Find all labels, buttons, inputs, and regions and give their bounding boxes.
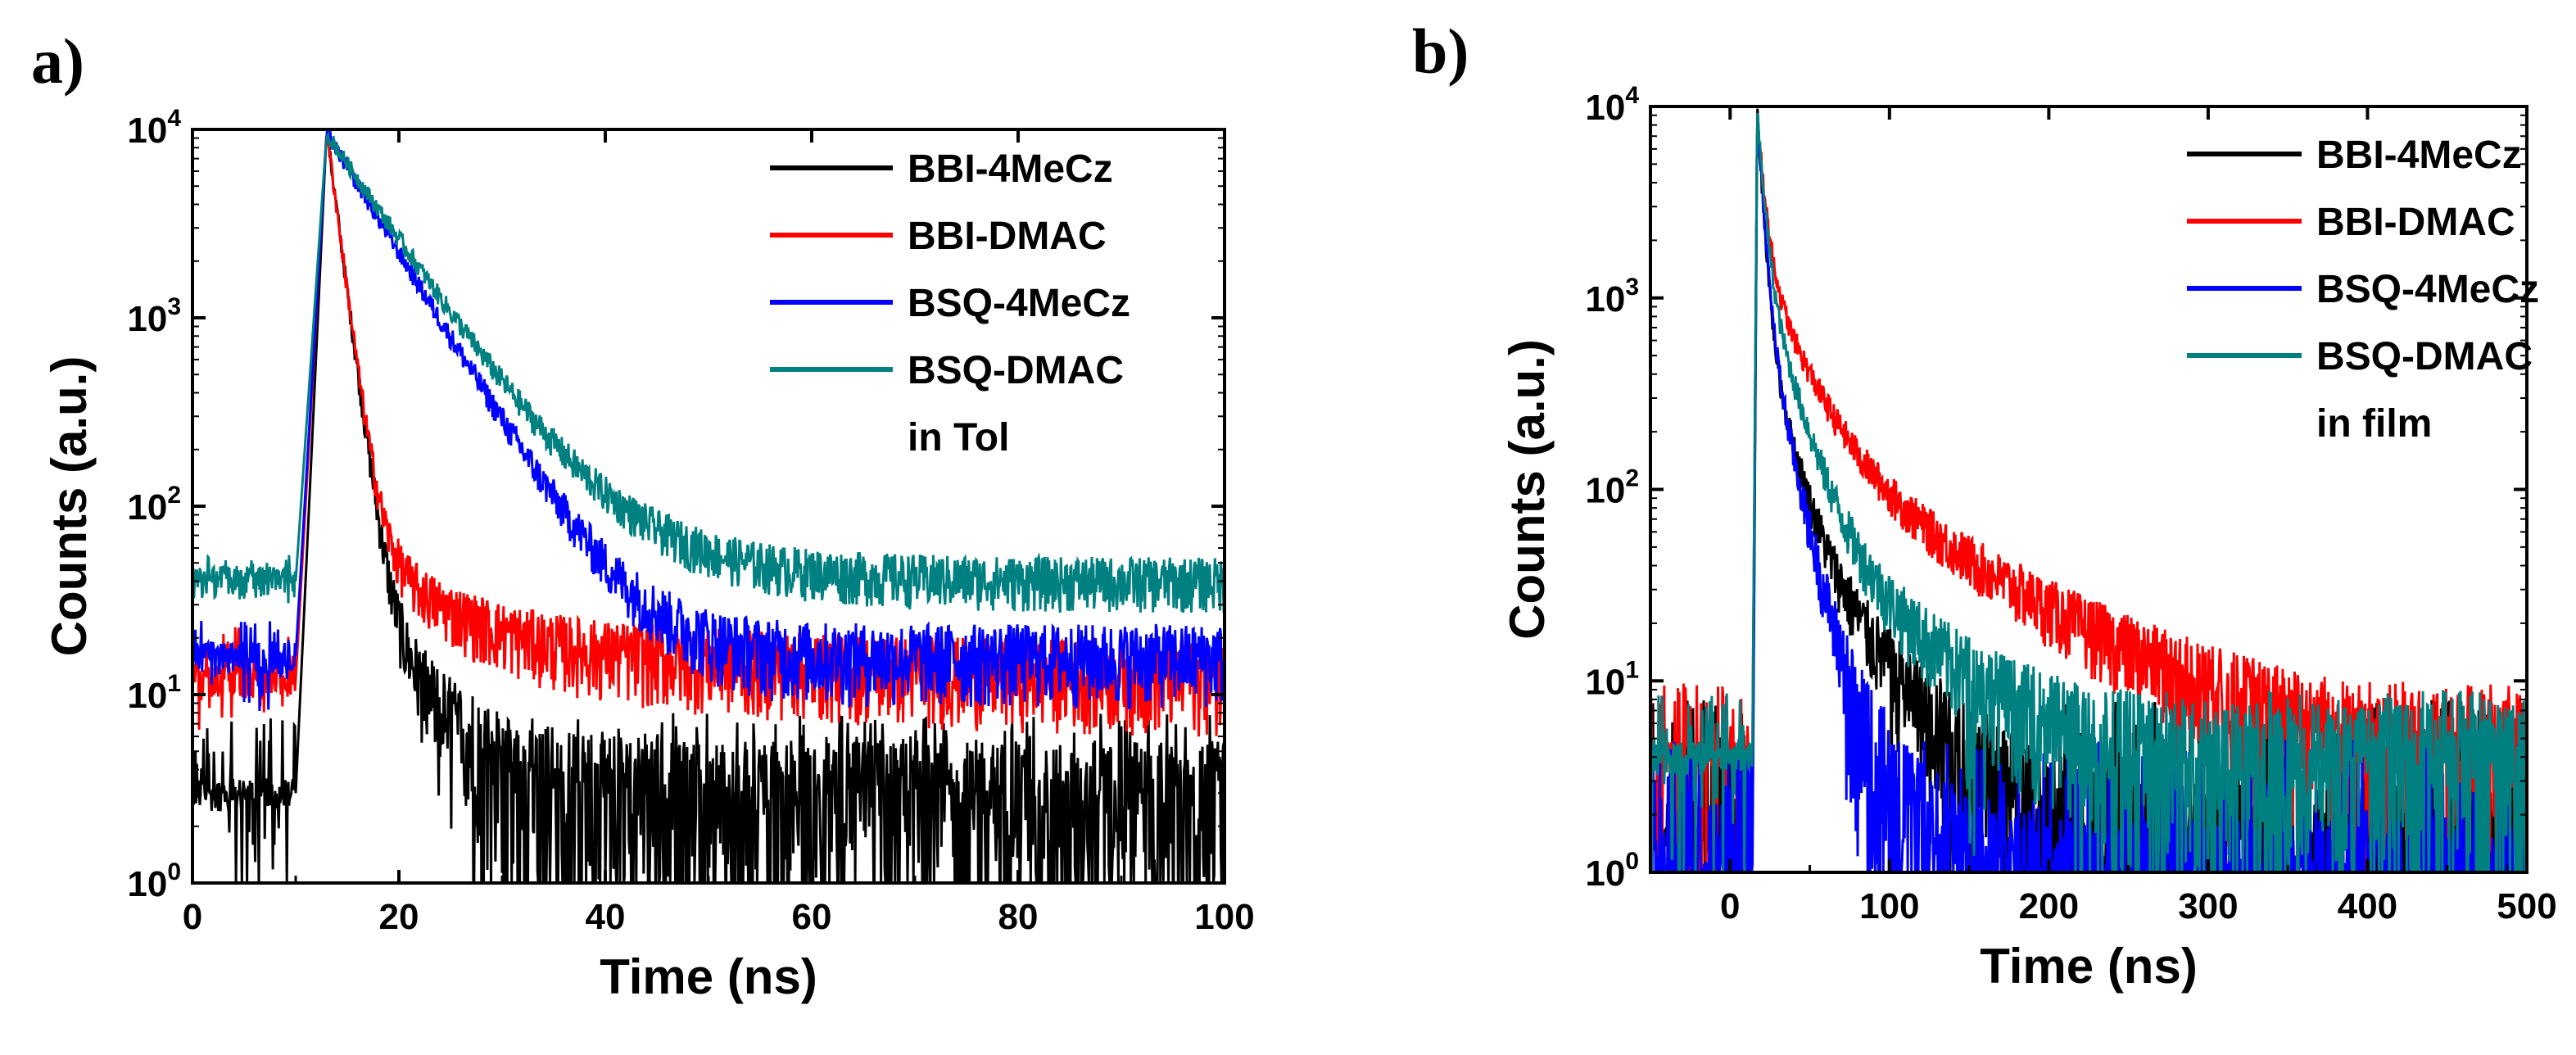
x-tick-label: 20 [379, 897, 419, 937]
legend-label: BSQ-4MeCz [908, 282, 1130, 325]
series-group [192, 129, 1225, 883]
x-tick-label: 80 [998, 897, 1039, 937]
x-tick-label: 0 [1720, 886, 1740, 926]
x-tick-label: 60 [792, 897, 832, 937]
series-line-bsq-dmac [192, 130, 1225, 614]
y-tick-label: 101 [127, 670, 181, 716]
legend-annotation: in film [2316, 402, 2432, 446]
chart-b: 0 100 200 300 400 500 100 101 102 103 104 Time (ns)… [1500, 82, 2557, 994]
x-tick-label: 500 [2497, 886, 2556, 926]
panel-label: b) [1412, 16, 1469, 87]
x-tick-label: 300 [2178, 886, 2238, 926]
x-tick-label: 400 [2338, 886, 2397, 926]
series-group [1650, 108, 2527, 872]
x-tick-label: 200 [2019, 886, 2079, 926]
legend: BBI-4MeCz BBI-DMAC BSQ-4MeCz BSQ-DMAC in fil… [2187, 134, 2539, 446]
legend-annotation: in Tol [908, 416, 1009, 460]
y-tick-label: 102 [127, 482, 181, 528]
chart-a: 0 20 40 60 80 100 100 101 102 103 104 Time (ns) Coun… [42, 105, 1255, 1004]
x-tick-label: 100 [1194, 897, 1254, 937]
panel-a: a) 0 20 40 60 80 100 100 101 102 103 104 Time (ns) C… [0, 0, 1278, 1055]
series-line-bbi-4mecz [192, 131, 1225, 883]
y-tick-label: 100 [1585, 848, 1639, 894]
y-tick-label: 104 [127, 105, 181, 151]
x-axis-title: Time (ns) [600, 949, 817, 1004]
legend-label: BSQ-4MeCz [2316, 268, 2539, 311]
series-line-bsq-dmac [1650, 112, 2527, 872]
y-axis-title: Counts (a.u.) [42, 356, 97, 657]
x-tick-label: 100 [1859, 886, 1919, 926]
legend-label: BSQ-DMAC [2316, 335, 2533, 378]
y-tick-label: 101 [1585, 656, 1639, 702]
panel-label: a) [31, 25, 84, 97]
legend-label: BBI-DMAC [2316, 201, 2515, 244]
panel-b: b) 0 100 200 300 400 500 100 101 102 103 104 Time (… [1343, 0, 2572, 1055]
y-tick-label: 103 [127, 293, 181, 339]
legend-label: BBI-4MeCz [2316, 134, 2522, 177]
legend-label: BBI-4MeCz [908, 147, 1113, 191]
y-tick-label: 104 [1585, 82, 1639, 128]
x-tick-label: 40 [586, 897, 626, 937]
y-tick-label: 100 [127, 858, 181, 904]
x-tick-label: 0 [183, 897, 202, 937]
y-axis-title: Counts (a.u.) [1500, 339, 1555, 640]
y-tick-label: 102 [1585, 465, 1639, 511]
x-axis-title: Time (ns) [1980, 939, 2198, 994]
legend-label: BBI-DMAC [908, 215, 1107, 258]
legend-label: BSQ-DMAC [908, 349, 1124, 392]
y-tick-label: 103 [1585, 274, 1639, 319]
legend: BBI-4MeCz BBI-DMAC BSQ-4MeCz BSQ-DMAC in Tol [770, 147, 1130, 460]
